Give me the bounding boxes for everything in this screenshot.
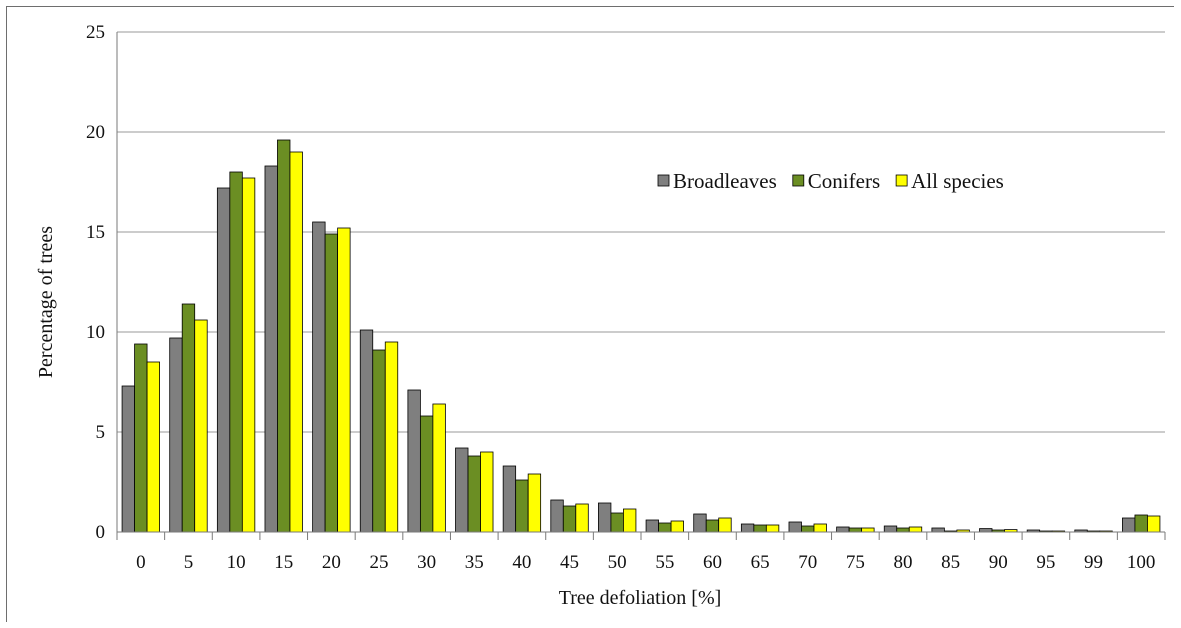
bar-all-species <box>908 526 923 533</box>
bar-all-species <box>623 508 637 533</box>
x-axis-title: Tree defoliation [%] <box>559 587 722 609</box>
bar-broadleaves <box>359 329 374 533</box>
bar-conifers <box>324 233 339 533</box>
y-tick-label: 15 <box>86 222 105 243</box>
bar-conifers <box>467 455 481 533</box>
bar-broadleaves <box>455 447 469 533</box>
bar-all-species <box>527 473 542 533</box>
x-tick-label: 20 <box>322 552 341 573</box>
bar-conifers <box>705 519 720 533</box>
x-tick-label: 70 <box>798 552 817 573</box>
x-tick-label: 15 <box>274 552 293 573</box>
legend-label: Broadleaves <box>673 169 777 193</box>
bar-broadleaves <box>502 465 517 533</box>
bar-conifers <box>896 527 910 533</box>
x-tick-label: 85 <box>941 552 960 573</box>
x-tick-label: 75 <box>846 552 865 573</box>
axes <box>116 32 1166 540</box>
bar-all-species <box>861 527 875 533</box>
bar-broadleaves <box>979 528 993 533</box>
x-tick-label: 30 <box>417 552 436 573</box>
bar-conifers <box>562 505 577 533</box>
bar-broadleaves <box>216 187 231 533</box>
bar-broadleaves <box>788 521 802 533</box>
bar-all-species <box>432 403 446 533</box>
bar-broadleaves <box>693 513 707 533</box>
x-tick-label: 35 <box>465 552 484 573</box>
x-tick-label: 50 <box>608 552 627 573</box>
bar-all-species <box>337 227 351 533</box>
x-tick-label: 25 <box>370 552 389 573</box>
x-tick-label: 5 <box>184 552 194 573</box>
bar-broadleaves <box>645 519 659 533</box>
bar-conifers <box>229 171 243 533</box>
bar-all-species <box>384 341 399 533</box>
x-tick-label: 45 <box>560 552 579 573</box>
bar-conifers <box>181 303 196 533</box>
legend-swatch <box>792 174 805 187</box>
bar-all-species <box>194 319 208 533</box>
bar-broadleaves <box>407 389 421 533</box>
y-axis-title: Percentage of trees <box>35 226 57 378</box>
bar-all-species <box>575 503 589 533</box>
bar-broadleaves <box>598 502 612 533</box>
legend-label: Conifers <box>808 169 880 193</box>
y-tick-label: 0 <box>96 522 106 543</box>
x-tick-label: 55 <box>655 552 674 573</box>
x-tick-label: 60 <box>703 552 722 573</box>
bar-broadleaves <box>883 525 898 533</box>
bar-conifers <box>658 522 672 533</box>
bar-conifers <box>134 343 148 533</box>
bar-all-species <box>765 524 780 533</box>
bar-conifers <box>372 349 386 533</box>
bar-all-species <box>1147 515 1161 533</box>
bar-conifers <box>1134 514 1148 533</box>
bar-all-species <box>480 451 494 533</box>
legend: Broadleaves Conifers All species <box>657 169 1004 193</box>
bar-all-species <box>670 520 684 533</box>
y-tick-label: 20 <box>86 122 105 143</box>
bar-conifers <box>848 527 863 533</box>
chart-frame <box>6 6 1174 622</box>
bar-broadleaves <box>121 385 135 533</box>
bar-all-species <box>241 177 256 533</box>
bar-broadleaves <box>931 527 945 533</box>
bar-broadleaves <box>169 337 183 533</box>
x-tick-label: 90 <box>989 552 1008 573</box>
y-tick-label: 10 <box>86 322 105 343</box>
bar-conifers <box>610 512 624 533</box>
legend-swatch <box>895 174 908 187</box>
x-tick-label: 99 <box>1084 552 1103 573</box>
bar-conifers <box>277 139 291 533</box>
x-tick-label: 95 <box>1036 552 1055 573</box>
x-tick-label: 40 <box>512 552 531 573</box>
x-tick-label: 100 <box>1127 552 1156 573</box>
bar-broadleaves <box>836 526 850 533</box>
bar-all-species <box>146 361 160 533</box>
y-tick-label: 25 <box>86 22 105 43</box>
legend-label: All species <box>911 169 1004 193</box>
bar-all-species <box>718 517 732 533</box>
x-tick-label: 10 <box>227 552 246 573</box>
bar-broadleaves <box>550 499 564 533</box>
bar-conifers <box>419 415 434 533</box>
bar-all-species <box>289 151 303 533</box>
bar-conifers <box>801 525 815 533</box>
bar-broadleaves <box>740 523 755 533</box>
bar-broadleaves <box>264 165 278 533</box>
bar-broadleaves <box>312 221 326 533</box>
bar-all-species <box>813 523 827 533</box>
x-tick-label: 0 <box>136 552 146 573</box>
x-tick-labels: 0 5 10 15 20 25 30 35 40 45 50 55 60 65 70 75 80 85 90 95 99… <box>136 552 1155 573</box>
legend-swatch <box>657 174 670 187</box>
y-tick-labels: 0 5 10 15 20 25 <box>86 22 105 543</box>
bars <box>121 139 1161 533</box>
bar-broadleaves <box>1122 517 1136 533</box>
y-tick-label: 5 <box>96 422 106 443</box>
x-tick-label: 80 <box>894 552 913 573</box>
x-tick-label: 65 <box>751 552 770 573</box>
bar-conifers <box>515 479 529 533</box>
bar-conifers <box>753 524 767 533</box>
